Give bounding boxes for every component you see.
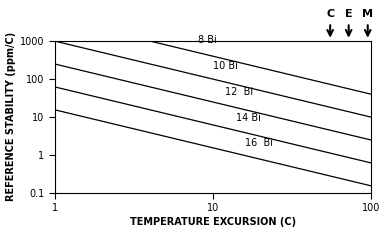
Text: M: M: [362, 9, 373, 19]
Text: 8 Bi: 8 Bi: [198, 35, 217, 45]
X-axis label: TEMPERATURE EXCURSION (C): TEMPERATURE EXCURSION (C): [130, 217, 296, 227]
Text: E: E: [345, 9, 352, 19]
Text: 12  Bi: 12 Bi: [225, 87, 254, 97]
Text: 10 Bi: 10 Bi: [213, 61, 238, 71]
Text: C: C: [326, 9, 334, 19]
Text: 14 Bi: 14 Bi: [236, 113, 261, 123]
Text: 16  Bi: 16 Bi: [245, 138, 273, 148]
Y-axis label: REFERENCE STABILITY (ppm/C): REFERENCE STABILITY (ppm/C): [5, 32, 15, 201]
